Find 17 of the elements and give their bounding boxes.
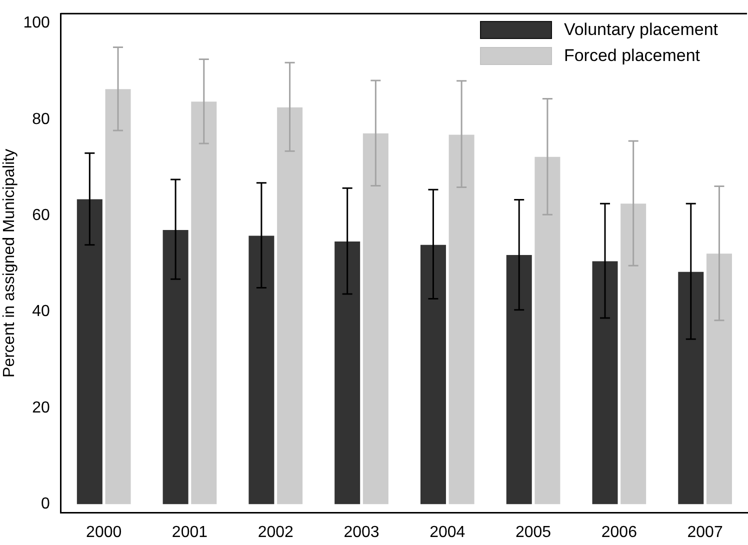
x-tick-label: 2005 (515, 524, 552, 541)
legend-label: Forced placement (564, 46, 700, 66)
y-axis-title: Percent in assigned Municipality (1, 148, 18, 378)
y-tick-label: 40 (32, 303, 50, 320)
x-tick-label: 2001 (172, 524, 208, 541)
legend-label: Voluntary placement (564, 20, 718, 40)
y-tick-label: 0 (40, 496, 50, 513)
x-tick-label: 2004 (430, 524, 466, 541)
x-tick-label: 2000 (86, 524, 122, 541)
y-tick-label: 60 (32, 206, 50, 224)
y-tick-label: 100 (23, 14, 50, 32)
x-tick-label: 2007 (687, 524, 723, 541)
y-tick-label: 80 (32, 110, 50, 128)
x-tick-label: 2003 (344, 524, 380, 541)
x-tick-label: 2002 (258, 524, 294, 541)
x-tick-label: 2006 (601, 524, 638, 541)
y-tick-label: 20 (32, 399, 50, 416)
